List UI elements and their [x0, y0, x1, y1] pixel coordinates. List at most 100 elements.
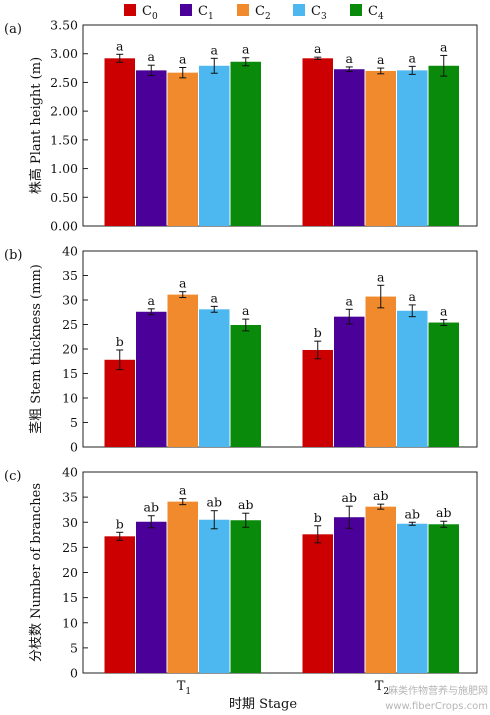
bar-c2-t2: [365, 70, 396, 226]
significance-letter: b: [314, 510, 322, 525]
legend-label-c2: C2: [255, 4, 271, 22]
significance-letter: ab: [207, 495, 222, 510]
bar-c2-t2: [365, 506, 396, 673]
y-tick-label: 0: [70, 440, 78, 455]
legend-label-c1: C1: [198, 4, 214, 22]
bar-c0-t2: [302, 58, 333, 227]
bar-c3-t1: [199, 65, 230, 226]
y-tick-label: 3.00: [50, 46, 78, 61]
x-axis-label: 时期 Stage: [229, 697, 297, 712]
plot-frame: [82, 24, 478, 227]
significance-letter: a: [116, 38, 124, 53]
significance-letter: a: [211, 290, 219, 305]
legend: C0 C1 C2 C3 C4: [124, 4, 384, 22]
significance-letter: a: [211, 42, 219, 57]
panel-label: (c): [4, 469, 21, 484]
significance-letter: a: [179, 51, 187, 66]
watermark-line1: 麻类作物营养与施肥网: [388, 684, 488, 697]
legend-swatch-c2: [237, 4, 249, 16]
y-axis-label: 茎粗 Stem thickness (mm): [29, 264, 44, 434]
bar-c3-t2: [397, 70, 428, 227]
significance-letter: ab: [405, 506, 420, 521]
significance-letter: a: [242, 303, 250, 318]
bar-c1-t2: [334, 69, 365, 226]
y-tick-label: 25: [62, 540, 78, 555]
significance-letter: a: [179, 483, 187, 498]
bar-c4-t1: [230, 61, 261, 226]
y-tick-label: 15: [62, 366, 78, 381]
bar-c0-t1: [104, 58, 135, 227]
legend-swatch-c3: [293, 4, 305, 16]
significance-letter: a: [377, 269, 385, 284]
bar-c1-t1: [136, 311, 167, 447]
bar-c2-t1: [167, 501, 198, 673]
y-tick-label: 35: [62, 490, 78, 505]
legend-label-c4: C4: [368, 4, 384, 22]
y-tick-label: 5: [70, 640, 78, 655]
significance-letter: a: [409, 289, 417, 304]
y-tick-label: 1.50: [50, 132, 78, 147]
significance-letter: a: [440, 304, 448, 319]
bar-c0-t2: [302, 349, 333, 447]
x-tick-label-t1: T1: [177, 679, 191, 697]
significance-letter: ab: [373, 488, 388, 503]
significance-letter: a: [148, 293, 156, 308]
significance-letter: ab: [144, 500, 159, 515]
legend-label-c0: C0: [142, 4, 158, 22]
y-tick-label: 10: [62, 615, 78, 630]
y-tick-label: 1.00: [50, 161, 78, 176]
significance-letter: b: [314, 325, 322, 340]
watermark: 麻类作物营养与施肥网 www.fiberCrops.com: [385, 684, 488, 712]
watermark-line2: www.fiberCrops.com: [385, 701, 488, 712]
y-tick-label: 0.00: [50, 219, 78, 234]
panel-c: (c) 0 5 10 15 20 25 30 35 40 分枝数 Number of branche…: [4, 465, 478, 697]
bar-c1-t2: [334, 517, 365, 673]
bar-c1-t1: [136, 521, 167, 673]
y-tick-label: 20: [62, 565, 78, 580]
bar-c3-t2: [397, 310, 428, 447]
significance-letter: a: [148, 49, 156, 64]
legend-swatch-c4: [350, 4, 362, 16]
y-tick-label: 25: [62, 317, 78, 332]
significance-letter: a: [242, 42, 250, 57]
bar-c4-t2: [428, 65, 459, 226]
significance-letter: a: [346, 51, 354, 66]
y-tick-label: 15: [62, 590, 78, 605]
significance-letter: b: [116, 334, 124, 349]
panel-b: (b) 0 5 10 15 20 25 30 35 40 茎粗 Stem thickness (mm…: [4, 244, 478, 455]
bar-c4-t2: [428, 524, 459, 673]
legend-label-c3: C3: [311, 4, 327, 22]
significance-letter: a: [440, 39, 448, 54]
y-tick-label: 5: [70, 415, 78, 430]
significance-letter: a: [409, 50, 417, 65]
bar-c3-t1: [199, 519, 230, 673]
bar-c3-t2: [397, 523, 428, 673]
y-axis-label: 株高 Plant height (m): [28, 57, 44, 194]
chart-panels: (a) 0.00 0.50 1.00 1.50 2.00 2.50 3.00 3.50 株高 Pl…: [4, 18, 478, 697]
bar-c3-t1: [199, 309, 230, 447]
y-tick-label: 2.50: [50, 75, 78, 90]
bar-c2-t1: [167, 72, 198, 226]
panel-label: (a): [4, 22, 22, 37]
y-tick-label: 0.50: [50, 190, 78, 205]
y-tick-label: 20: [62, 342, 78, 357]
x-tick-label-t2: T2: [375, 679, 389, 697]
bar-c4-t1: [230, 520, 261, 673]
bar-c1-t1: [136, 70, 167, 227]
bar-c0-t1: [104, 536, 135, 673]
significance-letter: ab: [436, 505, 451, 520]
bar-c2-t2: [365, 296, 396, 447]
legend-swatch-c0: [124, 4, 136, 16]
significance-letter: a: [377, 52, 385, 67]
significance-letter: a: [314, 41, 322, 56]
bar-c4-t1: [230, 324, 261, 447]
significance-letter: ab: [342, 490, 357, 505]
y-tick-label: 30: [62, 515, 78, 530]
panel-a: (a) 0.00 0.50 1.00 1.50 2.00 2.50 3.00 3.50 株高 Pl…: [4, 18, 478, 234]
y-tick-label: 10: [62, 391, 78, 406]
bar-c0-t1: [104, 359, 135, 447]
y-tick-label: 2.00: [50, 104, 78, 119]
panel-label: (b): [4, 248, 22, 263]
y-tick-label: 35: [62, 268, 78, 283]
